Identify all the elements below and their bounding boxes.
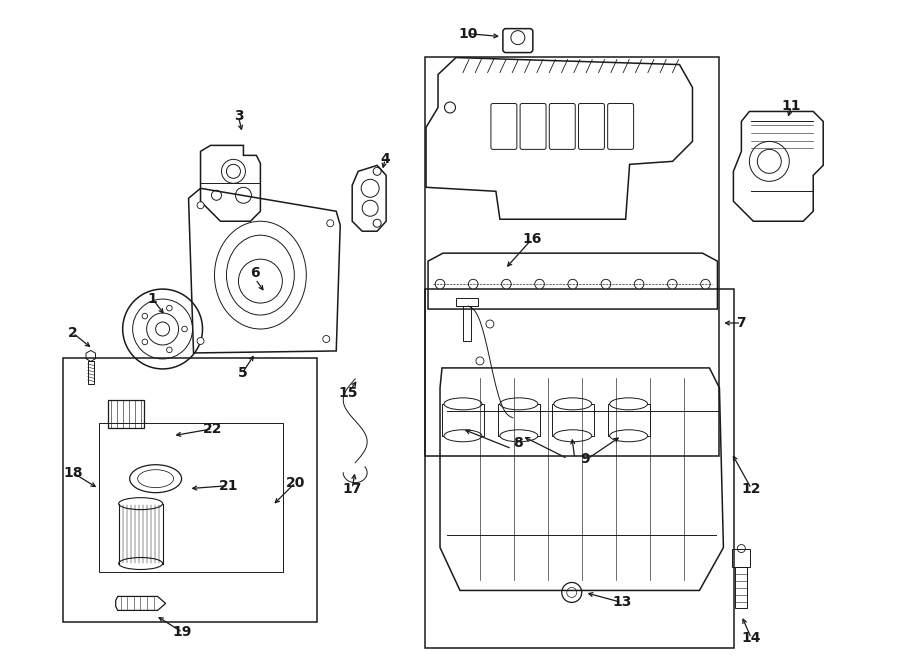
Circle shape — [197, 338, 204, 344]
Circle shape — [468, 280, 478, 289]
Circle shape — [535, 280, 544, 289]
Bar — [425, 289, 734, 648]
Bar — [463, 306, 471, 341]
Circle shape — [142, 339, 148, 344]
Circle shape — [601, 280, 611, 289]
Circle shape — [568, 280, 578, 289]
Circle shape — [436, 280, 445, 289]
Text: 21: 21 — [219, 479, 238, 492]
Text: 14: 14 — [742, 631, 761, 645]
Ellipse shape — [130, 465, 182, 492]
Text: 19: 19 — [173, 625, 193, 639]
Text: 16: 16 — [522, 232, 542, 246]
Text: 12: 12 — [742, 482, 761, 496]
Circle shape — [182, 327, 187, 332]
Text: 7: 7 — [736, 316, 746, 330]
Text: 15: 15 — [338, 386, 358, 400]
Bar — [735, 566, 747, 608]
Circle shape — [634, 280, 644, 289]
Ellipse shape — [554, 430, 591, 442]
Circle shape — [142, 313, 148, 319]
Text: 4: 4 — [381, 152, 390, 167]
Ellipse shape — [500, 398, 538, 410]
Ellipse shape — [609, 398, 648, 410]
Text: 17: 17 — [343, 482, 362, 496]
Circle shape — [668, 280, 677, 289]
Bar — [63, 358, 318, 623]
Text: 20: 20 — [285, 476, 305, 490]
Circle shape — [327, 219, 334, 227]
Text: 18: 18 — [63, 466, 83, 480]
Text: 13: 13 — [612, 596, 631, 609]
Text: 22: 22 — [202, 422, 222, 436]
Ellipse shape — [609, 430, 648, 442]
Text: 5: 5 — [238, 366, 248, 380]
Circle shape — [501, 280, 511, 289]
Circle shape — [323, 336, 329, 342]
Text: 1: 1 — [148, 292, 157, 306]
Ellipse shape — [554, 398, 591, 410]
Text: 8: 8 — [513, 436, 523, 449]
Text: 9: 9 — [580, 451, 590, 466]
Text: 3: 3 — [234, 110, 243, 124]
Circle shape — [166, 347, 172, 353]
Ellipse shape — [444, 398, 482, 410]
Ellipse shape — [119, 498, 163, 510]
Bar — [733, 549, 751, 566]
Bar — [456, 298, 478, 306]
Text: 2: 2 — [68, 326, 77, 340]
Bar — [108, 400, 144, 428]
Ellipse shape — [119, 557, 163, 570]
Circle shape — [701, 280, 710, 289]
Circle shape — [166, 305, 172, 311]
Circle shape — [197, 202, 204, 209]
Bar — [425, 57, 719, 455]
Ellipse shape — [500, 430, 538, 442]
Bar — [99, 423, 284, 572]
Ellipse shape — [444, 430, 482, 442]
Text: 10: 10 — [458, 26, 478, 40]
Text: 6: 6 — [250, 266, 260, 280]
Text: 11: 11 — [781, 99, 801, 114]
